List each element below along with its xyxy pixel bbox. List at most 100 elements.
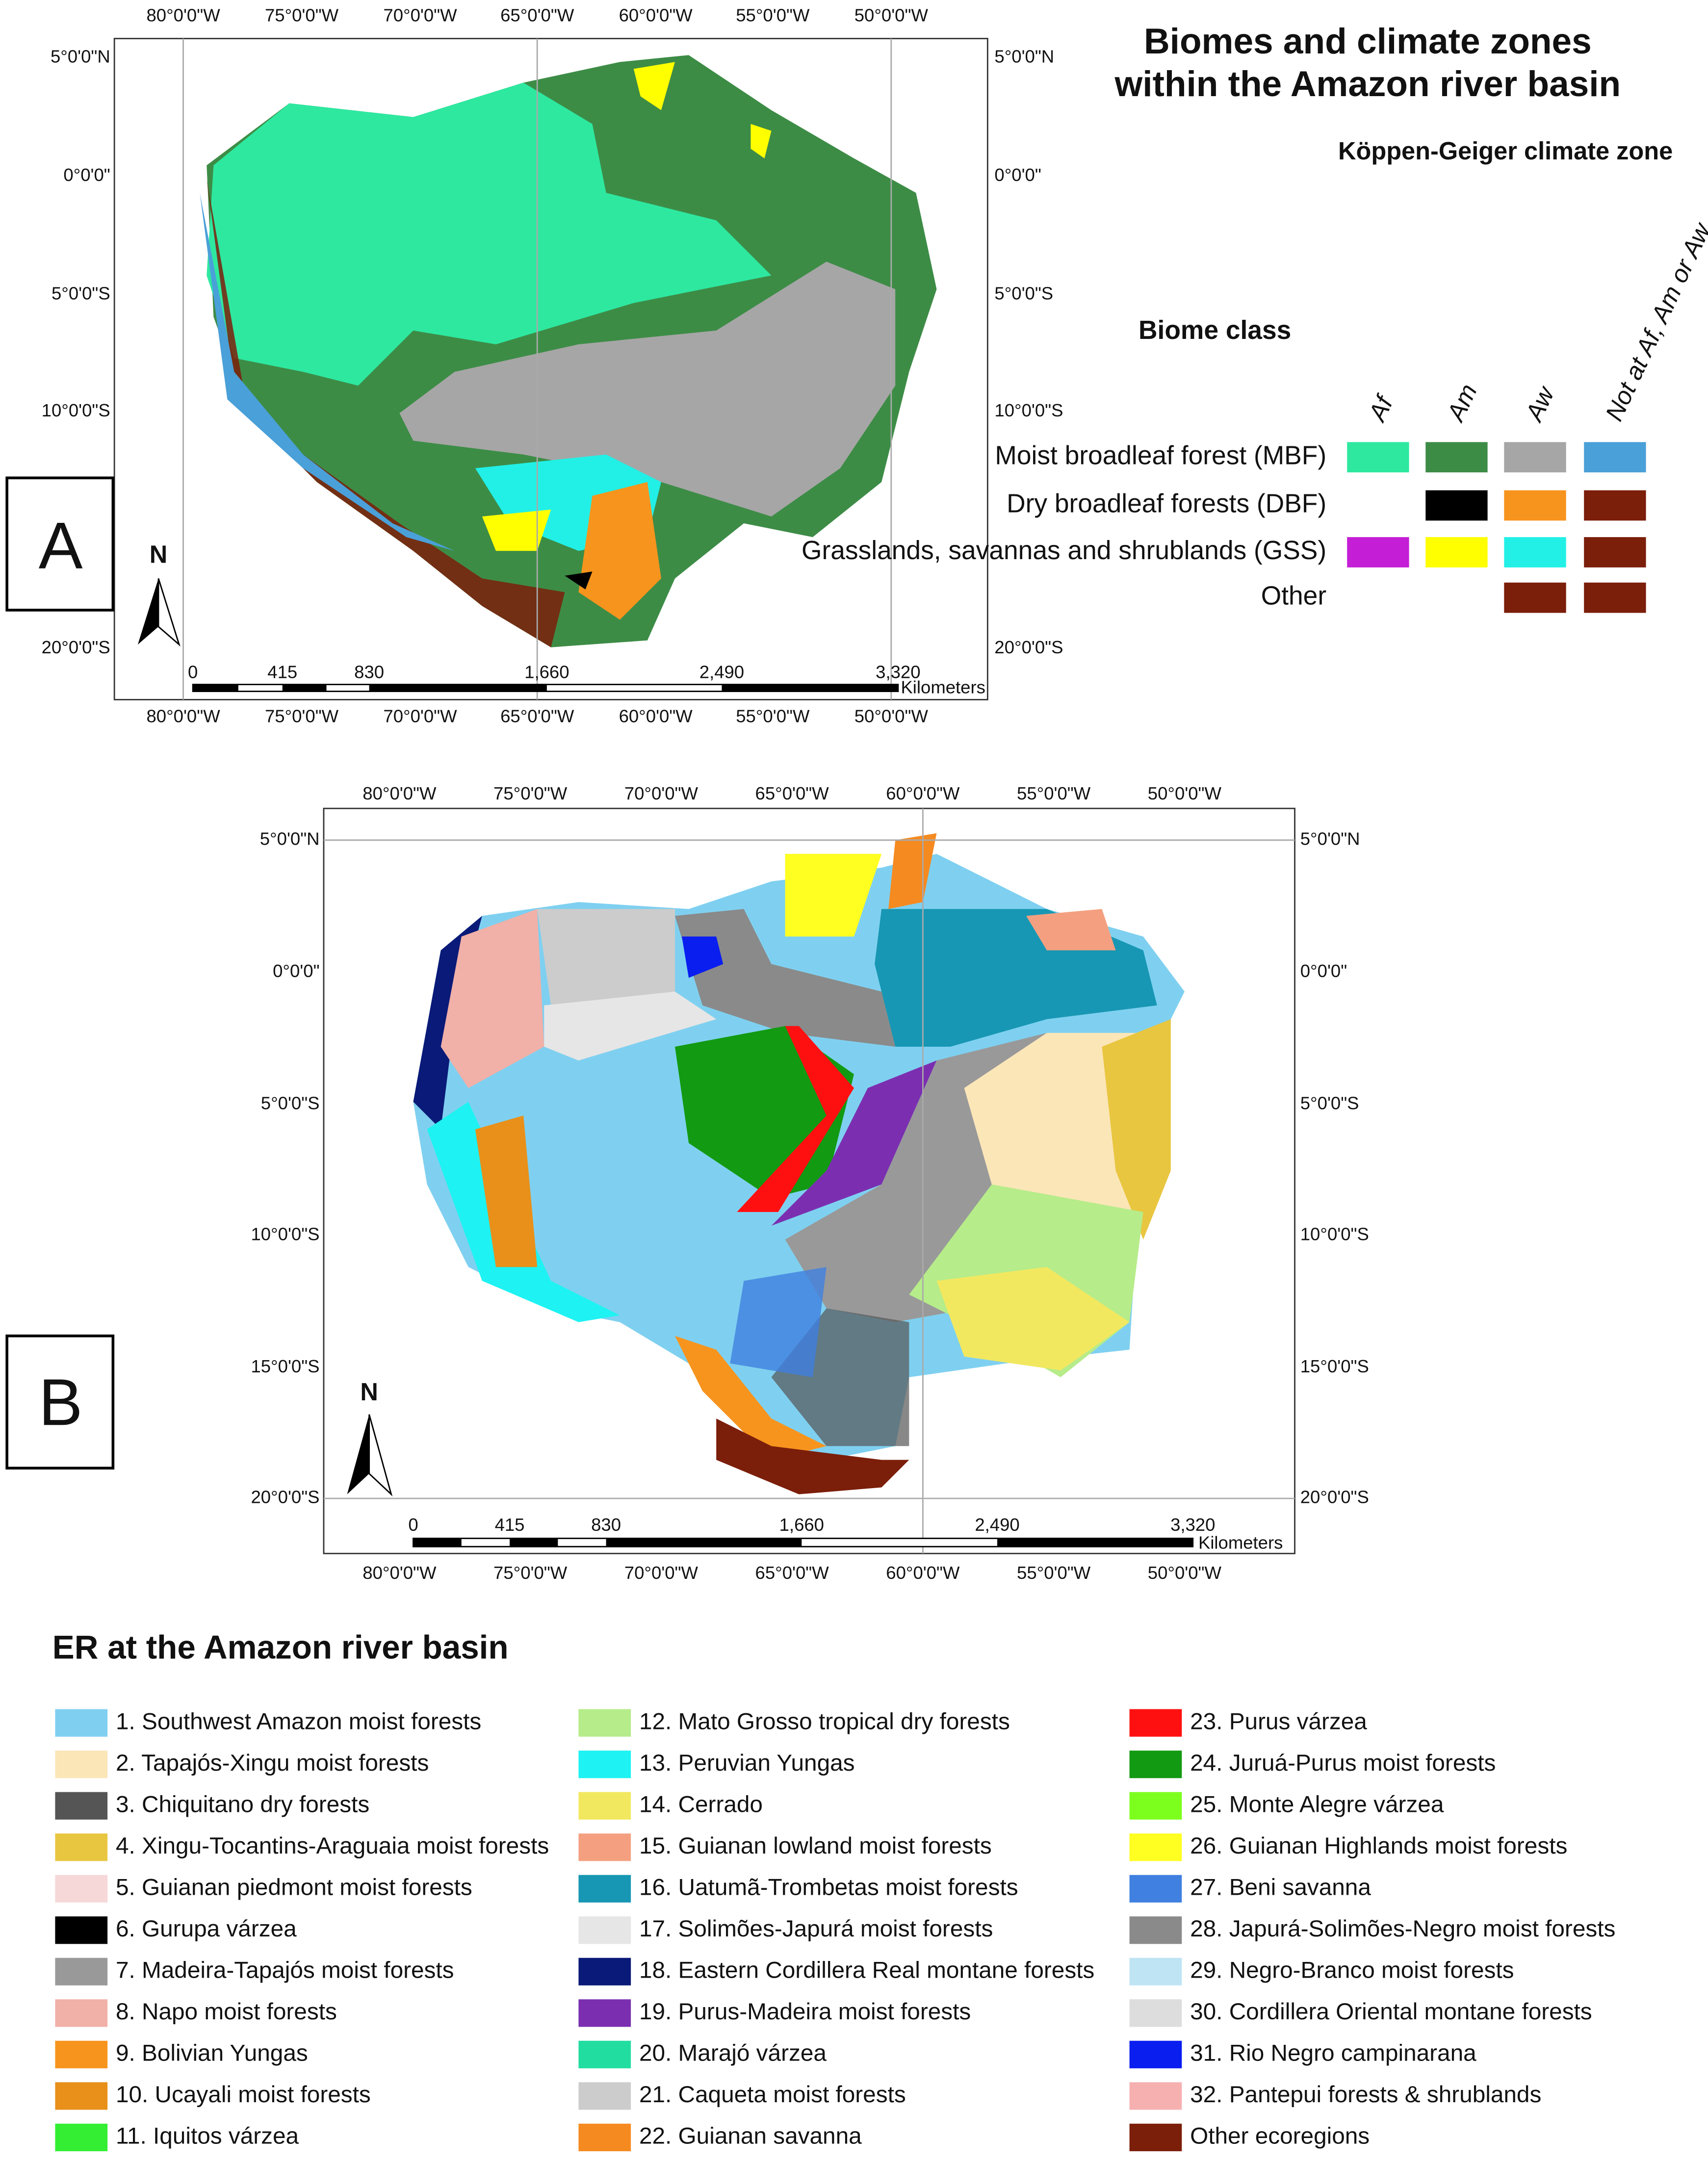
scale-label: 2,490 xyxy=(699,662,744,682)
legend-swatch xyxy=(55,2123,108,2151)
panel-label: A xyxy=(39,509,83,583)
legend-label: 5. Guianan piedmont moist forests xyxy=(116,1874,472,1900)
legend-label: 11. Iquitos várzea xyxy=(116,2123,299,2149)
biome-label: Dry broadleaf forests (DBF) xyxy=(1007,490,1326,518)
lon-label: 75°0'0"W xyxy=(265,706,339,726)
legend-label: 28. Japurá-Solimões-Negro moist forests xyxy=(1190,1916,1615,1942)
legend-swatch xyxy=(578,1958,631,1985)
legend-label: 32. Pantepui forests & shrublands xyxy=(1190,2082,1541,2108)
legend-swatch xyxy=(578,1833,631,1861)
lon-label: 60°0'0"W xyxy=(886,1563,960,1583)
lon-label: 75°0'0"W xyxy=(265,5,339,25)
legend-label: 6. Gurupa várzea xyxy=(116,1916,297,1942)
legend-label: 30. Cordillera Oriental montane forests xyxy=(1190,1999,1592,2025)
legend-swatch xyxy=(1504,537,1566,567)
title: Biomes and climate zones xyxy=(1144,22,1592,61)
scale-label: 1,660 xyxy=(524,662,569,682)
legend-label: 9. Bolivian Yungas xyxy=(116,2040,308,2066)
legend-swatch xyxy=(55,1875,108,1903)
lat-label: 5°0'0"S xyxy=(52,284,110,304)
lat-label: 20°0'0"S xyxy=(42,637,110,657)
legend-title: ER at the Amazon river basin xyxy=(52,1629,509,1666)
legend-swatch xyxy=(1129,2123,1182,2151)
lat-label: 20°0'0"S xyxy=(1300,1487,1369,1507)
lon-label: 65°0'0"W xyxy=(755,783,829,803)
lat-label: 20°0'0"S xyxy=(994,637,1063,657)
legend-swatch xyxy=(1425,537,1488,567)
legend-swatch xyxy=(1129,1916,1182,1944)
legend-swatch xyxy=(1129,2082,1182,2110)
legend-swatch xyxy=(578,1916,631,1944)
scale-label: 830 xyxy=(591,1515,621,1535)
legend-swatch xyxy=(1584,537,1646,567)
legend-label: 15. Guianan lowland moist forests xyxy=(639,1833,992,1859)
biome-label: Moist broadleaf forest (MBF) xyxy=(995,441,1326,470)
legend-swatch xyxy=(55,2040,108,2068)
lon-label: 55°0'0"W xyxy=(736,5,810,25)
legend-swatch xyxy=(578,1709,631,1737)
lat-label: 0°0'0" xyxy=(1300,961,1347,981)
scale-label: 0 xyxy=(408,1515,418,1535)
legend-swatch xyxy=(1129,1751,1182,1778)
legend-label: 4. Xingu-Tocantins-Araguaia moist forest… xyxy=(116,1833,549,1859)
climate-column: Am xyxy=(1441,380,1482,427)
legend-swatch xyxy=(55,1916,108,1944)
legend-label: 3. Chiquitano dry forests xyxy=(116,1791,369,1817)
lon-label: 55°0'0"W xyxy=(1017,783,1091,803)
legend-label: 18. Eastern Cordillera Real montane fore… xyxy=(639,1957,1094,1983)
lat-label: 5°0'0"N xyxy=(1300,828,1360,849)
north-label: N xyxy=(360,1378,378,1406)
lat-label: 10°0'0"S xyxy=(251,1224,319,1244)
lon-label: 60°0'0"W xyxy=(886,783,960,803)
legend-label: 23. Purus várzea xyxy=(1190,1708,1367,1734)
north-label: N xyxy=(150,541,168,568)
legend-swatch xyxy=(578,2123,631,2151)
legend-swatch xyxy=(55,1999,108,2027)
lat-label: 10°0'0"S xyxy=(42,400,110,420)
lon-label: 70°0'0"W xyxy=(383,5,457,25)
panel-label-box xyxy=(5,476,115,612)
legend-label: 12. Mato Grosso tropical dry forests xyxy=(639,1708,1010,1734)
biome-label: Other xyxy=(1261,582,1326,611)
legend-swatch xyxy=(55,1792,108,1820)
legend-title: Biome class xyxy=(1139,316,1291,345)
legend-label: 2. Tapajós-Xingu moist forests xyxy=(116,1750,429,1776)
climate-column: Aw xyxy=(1519,381,1560,427)
scale-bar-a xyxy=(192,684,899,692)
legend-swatch xyxy=(55,1751,108,1778)
lat-label: 5°0'0"N xyxy=(260,828,320,849)
legend-label: 27. Beni savanna xyxy=(1190,1874,1371,1900)
legend-swatch xyxy=(1584,582,1646,613)
legend-label: 24. Juruá-Purus moist forests xyxy=(1190,1750,1496,1776)
legend-label: 20. Marajó várzea xyxy=(639,2040,827,2066)
lon-label: 50°0'0"W xyxy=(854,5,929,25)
legend-label: 17. Solimões-Japurá moist forests xyxy=(639,1916,993,1942)
lat-label: 5°0'0"N xyxy=(994,47,1054,67)
lon-label: 55°0'0"W xyxy=(1017,1563,1091,1583)
scale-unit: Kilometers xyxy=(1198,1532,1283,1552)
legend-swatch xyxy=(578,1792,631,1820)
lat-label: 5°0'0"S xyxy=(994,284,1053,304)
lon-label: 70°0'0"W xyxy=(624,1563,699,1583)
legend-swatch xyxy=(578,1999,631,2027)
legend-swatch xyxy=(55,2082,108,2110)
legend-swatch xyxy=(55,1958,108,1985)
legend-swatch xyxy=(1347,537,1409,567)
legend-label: 8. Napo moist forests xyxy=(116,1999,337,2025)
legend-label: 29. Negro-Branco moist forests xyxy=(1190,1957,1514,1983)
legend-swatch xyxy=(1425,442,1488,473)
legend-swatch xyxy=(578,2040,631,2068)
lat-label: 5°0'0"N xyxy=(51,47,110,67)
scale-label: 2,490 xyxy=(975,1515,1019,1535)
legend-label: 19. Purus-Madeira moist forests xyxy=(639,1999,971,2025)
lon-label: 50°0'0"W xyxy=(854,706,929,726)
lat-label: 5°0'0"S xyxy=(261,1093,320,1113)
lon-label: 50°0'0"W xyxy=(1148,783,1222,803)
lon-label: 75°0'0"W xyxy=(493,1563,568,1583)
lon-label: 80°0'0"W xyxy=(146,5,220,25)
title: within the Amazon river basin xyxy=(1114,64,1621,104)
legend-swatch xyxy=(1584,490,1646,521)
lat-label: 5°0'0"S xyxy=(1300,1093,1359,1113)
legend-swatch xyxy=(1129,1875,1182,1903)
